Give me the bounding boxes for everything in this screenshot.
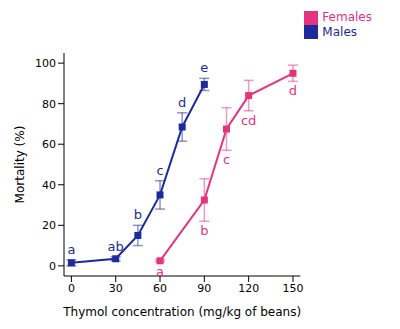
svg-text:a: a [67, 242, 75, 257]
svg-text:cd: cd [241, 113, 256, 128]
svg-text:Mortality (%): Mortality (%) [13, 126, 27, 204]
svg-text:Thymol concentration (mg/kg of: Thymol concentration (mg/kg of beans) [62, 305, 301, 319]
svg-text:d: d [178, 95, 186, 110]
html-text:Males: Males [322, 24, 357, 39]
svg-text:c: c [156, 163, 163, 178]
svg-text:0: 0 [49, 260, 56, 273]
svg-text:90: 90 [197, 282, 211, 295]
svg-text:60: 60 [153, 282, 167, 295]
svg-text:c: c [223, 152, 230, 167]
svg-text:80: 80 [42, 98, 56, 111]
svg-text:0: 0 [68, 282, 75, 295]
svg-text:20: 20 [42, 219, 56, 232]
svg-text:30: 30 [109, 282, 123, 295]
svg-text:150: 150 [282, 282, 303, 295]
svg-text:60: 60 [42, 138, 56, 151]
svg-text:b: b [134, 207, 142, 222]
svg-text:120: 120 [238, 282, 259, 295]
svg-text:40: 40 [42, 179, 56, 192]
svg-text:b: b [200, 223, 208, 238]
svg-text:a: a [156, 264, 164, 276]
svg-text:100: 100 [35, 57, 56, 70]
html-text:Females: Females [322, 10, 372, 24]
svg-text:e: e [200, 60, 208, 75]
svg-text:d: d [289, 83, 297, 98]
svg-text:ab: ab [108, 239, 124, 254]
